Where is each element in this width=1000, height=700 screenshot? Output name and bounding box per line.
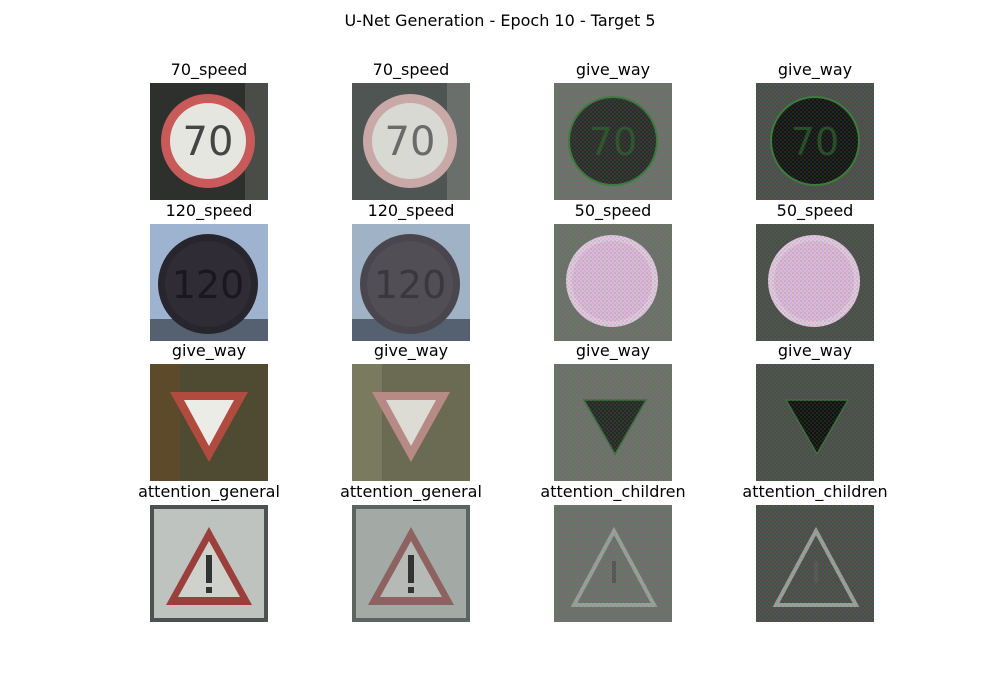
image-cell: attention_general: [104, 482, 314, 622]
image-label: give_way: [777, 341, 853, 360]
svg-text:70: 70: [385, 119, 436, 165]
sign-thumbnail: 70: [554, 83, 672, 200]
image-label: give_way: [171, 341, 247, 360]
sign-image: [756, 505, 874, 622]
image-cell: 120_speed 120: [104, 201, 314, 341]
sign-image: [352, 364, 470, 481]
image-cell: 50_speed: [710, 201, 920, 341]
image-cell: give_way: [104, 341, 314, 481]
image-label: attention_general: [138, 482, 280, 501]
image-cell: give_way: [508, 341, 718, 481]
image-label: 50_speed: [574, 201, 652, 220]
image-cell: attention_general: [306, 482, 516, 622]
image-cell: 70_speed 70: [104, 60, 314, 200]
image-label: 120_speed: [367, 201, 455, 220]
image-cell: give_way 70: [710, 60, 920, 200]
sign-image: 70: [554, 83, 672, 200]
image-cell: attention_children: [508, 482, 718, 622]
sign-thumbnail: [150, 364, 268, 481]
sign-image: [756, 364, 874, 481]
image-cell: give_way 70: [508, 60, 718, 200]
figure-title: U-Net Generation - Epoch 10 - Target 5: [344, 11, 656, 30]
image-label: 70_speed: [170, 60, 248, 79]
sign-thumbnail: 70: [756, 83, 874, 200]
sign-thumbnail: [756, 505, 874, 622]
sign-image: 120: [150, 224, 268, 341]
sign-thumbnail: [352, 505, 470, 622]
image-label: give_way: [575, 60, 651, 79]
image-cell: attention_children: [710, 482, 920, 622]
image-label: 70_speed: [372, 60, 450, 79]
sign-image: [554, 505, 672, 622]
image-label: 120_speed: [165, 201, 253, 220]
sign-image: [150, 505, 268, 622]
sign-thumbnail: 70: [150, 83, 268, 200]
sign-image: 120: [352, 224, 470, 341]
sign-image: 70: [756, 83, 874, 200]
sign-thumbnail: [554, 224, 672, 341]
sign-thumbnail: [554, 364, 672, 481]
sign-thumbnail: 120: [150, 224, 268, 341]
svg-text:70: 70: [183, 119, 234, 165]
sign-image: [352, 505, 470, 622]
sign-image: [756, 224, 874, 341]
sign-image: [554, 224, 672, 341]
sign-thumbnail: [756, 224, 874, 341]
sign-image: [150, 364, 268, 481]
sign-image: 70: [150, 83, 268, 200]
sign-thumbnail: [554, 505, 672, 622]
svg-text:120: 120: [172, 263, 245, 307]
image-cell: 70_speed 70: [306, 60, 516, 200]
image-label: give_way: [777, 60, 853, 79]
sign-thumbnail: [352, 364, 470, 481]
sign-thumbnail: 120: [352, 224, 470, 341]
sign-image: [554, 364, 672, 481]
sign-thumbnail: [150, 505, 268, 622]
image-cell: give_way: [710, 341, 920, 481]
image-cell: give_way: [306, 341, 516, 481]
image-label: give_way: [575, 341, 651, 360]
image-label: attention_children: [540, 482, 686, 501]
image-label: attention_general: [340, 482, 482, 501]
sign-thumbnail: 70: [352, 83, 470, 200]
image-label: 50_speed: [776, 201, 854, 220]
image-label: give_way: [373, 341, 449, 360]
image-label: attention_children: [742, 482, 888, 501]
sign-image: 70: [352, 83, 470, 200]
image-cell: 50_speed: [508, 201, 718, 341]
image-cell: 120_speed 120: [306, 201, 516, 341]
sign-thumbnail: [756, 364, 874, 481]
svg-text:120: 120: [374, 263, 447, 307]
